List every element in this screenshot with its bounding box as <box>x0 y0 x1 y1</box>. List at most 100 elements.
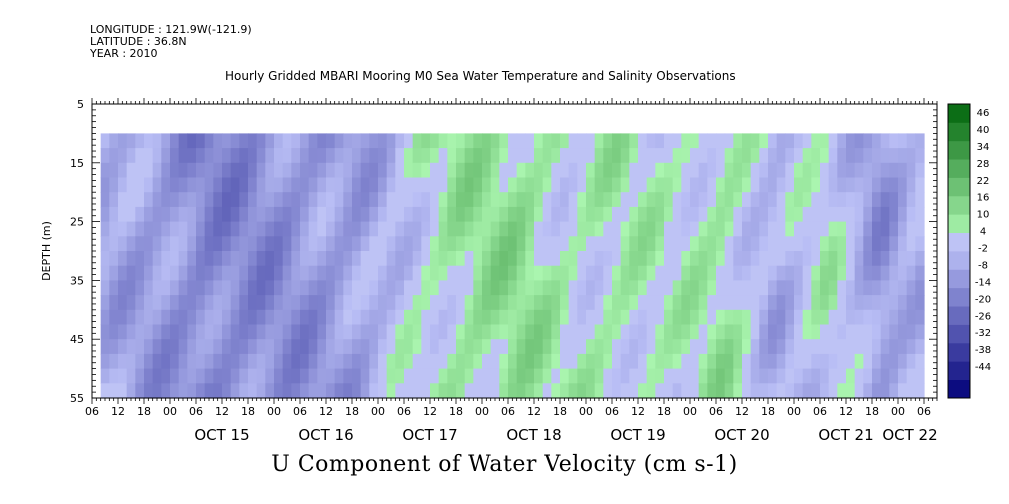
heatmap-cell <box>551 368 561 384</box>
heatmap-cell <box>239 339 249 355</box>
heatmap-cell <box>820 265 830 281</box>
heatmap-cell <box>317 221 327 237</box>
heatmap-cell <box>820 295 830 311</box>
heatmap-cell <box>525 383 535 399</box>
x-hour-label: 12 <box>423 405 437 418</box>
heatmap-cell <box>144 133 154 149</box>
heatmap-cell <box>629 324 639 340</box>
heatmap-cell <box>473 148 483 164</box>
heatmap-cell <box>629 368 639 384</box>
heatmap-cell <box>386 133 396 149</box>
heatmap-cell <box>603 177 613 193</box>
heatmap-cell <box>707 353 717 370</box>
heatmap-cell <box>906 324 916 340</box>
heatmap-cell <box>438 383 448 399</box>
heatmap-cell <box>352 251 362 267</box>
heatmap-cell <box>898 192 908 208</box>
heatmap-cell <box>568 162 578 179</box>
heatmap-cell <box>412 162 422 179</box>
heatmap-cell <box>473 368 483 384</box>
heatmap-cell <box>716 309 726 326</box>
heatmap-cell <box>716 368 726 384</box>
x-hour-label: 00 <box>683 405 697 418</box>
heatmap-cell <box>872 353 882 370</box>
heatmap-cell <box>820 339 830 355</box>
heatmap-cell <box>620 265 630 281</box>
colorbar-label: -20 <box>975 294 991 305</box>
heatmap-cell <box>690 192 700 208</box>
heatmap-cell <box>820 251 830 267</box>
heatmap-cell <box>612 383 622 399</box>
heatmap-cell <box>629 221 639 237</box>
heatmap-cell <box>343 221 353 237</box>
heatmap-cell <box>100 353 110 370</box>
heatmap-cell <box>135 339 145 355</box>
heatmap-cell <box>577 368 587 384</box>
heatmap-cell <box>577 353 587 370</box>
heatmap-cell <box>768 236 778 252</box>
heatmap-cell <box>629 309 639 326</box>
heatmap-cell <box>776 206 786 223</box>
heatmap-cell <box>837 324 847 340</box>
heatmap-cell <box>135 148 145 164</box>
heatmap-cell <box>854 148 864 164</box>
heatmap-cell <box>794 368 804 384</box>
heatmap-cell <box>551 148 561 164</box>
heatmap-cell <box>213 339 223 355</box>
heatmap-cell <box>204 236 214 252</box>
heatmap-cell <box>742 192 752 208</box>
heatmap-cell <box>213 206 223 223</box>
heatmap-cell <box>742 148 752 164</box>
heatmap-cell <box>204 177 214 193</box>
heatmap-cell <box>612 368 622 384</box>
heatmap-cell <box>118 177 128 193</box>
heatmap-cell <box>525 309 535 326</box>
heatmap-cell <box>889 236 899 252</box>
heatmap-cell <box>508 162 518 179</box>
x-hour-label: 00 <box>891 405 905 418</box>
heatmap-cell <box>499 206 509 223</box>
heatmap-cell <box>750 162 760 179</box>
heatmap-cell <box>109 353 119 370</box>
colorbar-label: 34 <box>977 142 990 153</box>
heatmap-cell <box>317 339 327 355</box>
heatmap-cell <box>291 295 301 311</box>
heatmap-cell <box>863 339 873 355</box>
heatmap-cell <box>776 368 786 384</box>
heatmap-cell <box>352 236 362 252</box>
heatmap-cell <box>716 265 726 281</box>
heatmap-cell <box>759 251 769 267</box>
heatmap-cell <box>551 162 561 179</box>
heatmap-cell <box>820 280 830 296</box>
heatmap-cell <box>274 206 284 223</box>
heatmap-cell <box>274 383 284 399</box>
heatmap-cell <box>915 221 925 237</box>
heatmap-cell <box>438 162 448 179</box>
heatmap-cell <box>898 339 908 355</box>
heatmap-cell <box>204 309 214 326</box>
heatmap-cell <box>213 251 223 267</box>
heatmap-cell <box>447 309 457 326</box>
heatmap-cell <box>499 221 509 237</box>
heatmap-cell <box>421 383 431 399</box>
heatmap-cell <box>447 324 457 340</box>
heatmap-cell <box>482 162 492 179</box>
heatmap-cell <box>187 162 197 179</box>
heatmap-cell <box>161 177 171 193</box>
heatmap-cell <box>326 309 336 326</box>
heatmap-cell <box>889 339 899 355</box>
heatmap-cell <box>334 192 344 208</box>
heatmap-cell <box>837 221 847 237</box>
heatmap-cell <box>664 148 674 164</box>
x-day-label: OCT 20 <box>714 426 769 444</box>
heatmap-cell <box>690 280 700 296</box>
heatmap-cell <box>690 133 700 149</box>
heatmap-cell <box>326 353 336 370</box>
heatmap-cell <box>759 383 769 399</box>
heatmap-cell <box>620 236 630 252</box>
colorbar-label: -44 <box>975 362 991 373</box>
heatmap-cell <box>187 353 197 370</box>
heatmap-cell <box>300 206 310 223</box>
heatmap-cell <box>334 177 344 193</box>
heatmap-cell <box>655 148 665 164</box>
